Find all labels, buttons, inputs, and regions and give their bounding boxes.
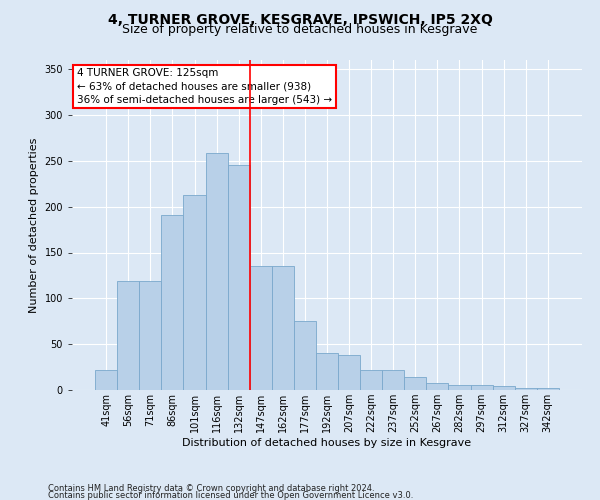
Bar [272, 266, 294, 390]
Bar [382, 370, 404, 390]
Bar [139, 281, 161, 390]
Bar [227, 166, 250, 390]
Text: Contains HM Land Registry data © Crown copyright and database right 2024.: Contains HM Land Registry data © Crown c… [48, 484, 374, 493]
X-axis label: Distribution of detached houses by size in Kesgrave: Distribution of detached houses by size … [182, 438, 472, 448]
Text: Contains public sector information licensed under the Open Government Licence v3: Contains public sector information licen… [48, 490, 413, 500]
Text: 4, TURNER GROVE, KESGRAVE, IPSWICH, IP5 2XQ: 4, TURNER GROVE, KESGRAVE, IPSWICH, IP5 … [107, 12, 493, 26]
Bar [448, 384, 470, 390]
Bar [360, 370, 382, 390]
Bar [117, 281, 139, 390]
Text: 4 TURNER GROVE: 125sqm
← 63% of detached houses are smaller (938)
36% of semi-de: 4 TURNER GROVE: 125sqm ← 63% of detached… [77, 68, 332, 104]
Bar [316, 354, 338, 390]
Bar [470, 386, 493, 390]
Bar [338, 355, 360, 390]
Bar [294, 322, 316, 390]
Y-axis label: Number of detached properties: Number of detached properties [29, 138, 39, 312]
Bar [537, 388, 559, 390]
Bar [493, 386, 515, 390]
Bar [250, 266, 272, 390]
Bar [427, 382, 448, 390]
Text: Size of property relative to detached houses in Kesgrave: Size of property relative to detached ho… [122, 22, 478, 36]
Bar [515, 388, 537, 390]
Bar [206, 152, 227, 390]
Bar [95, 370, 117, 390]
Bar [184, 194, 206, 390]
Bar [404, 377, 427, 390]
Bar [161, 215, 184, 390]
